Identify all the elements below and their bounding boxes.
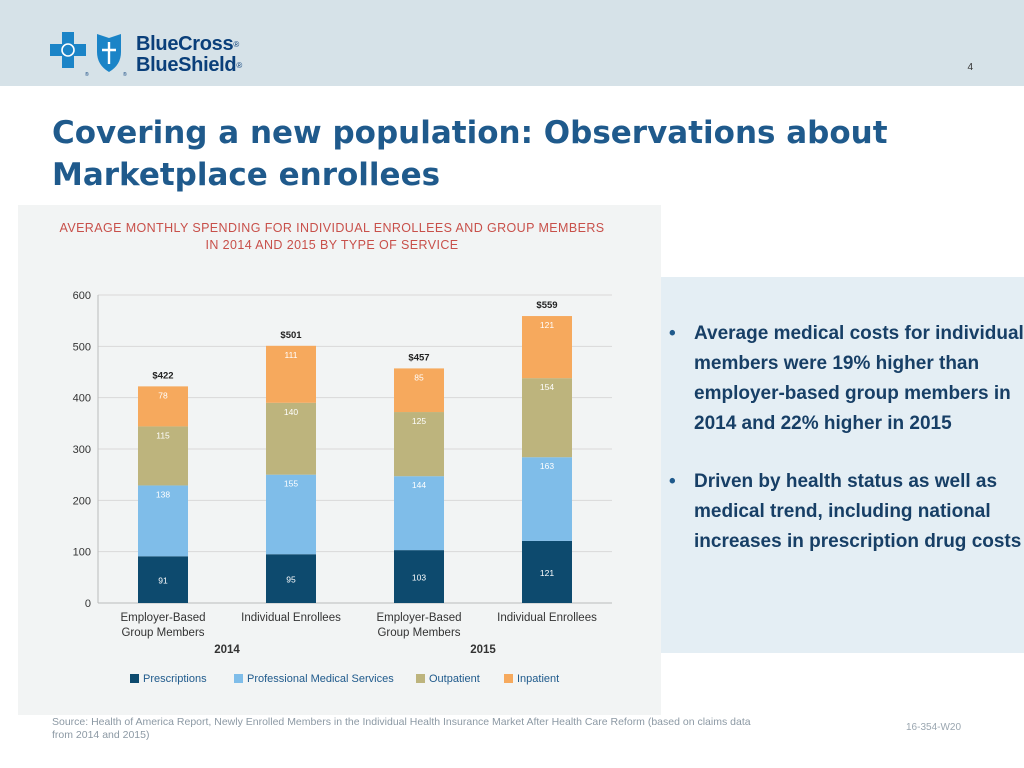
bullet-item: • Driven by health status as well as medi…: [661, 467, 1024, 557]
x-category-label: Group Members: [377, 627, 460, 639]
registered-mark-1: ®: [233, 40, 239, 49]
bar-total-label: $501: [280, 330, 302, 341]
chart-title-line-1: AVERAGE MONTHLY SPENDING FOR INDIVIDUAL …: [60, 221, 605, 235]
bar-value-label: 103: [412, 573, 426, 583]
svg-text:®: ®: [123, 71, 127, 78]
bar-value-label: 121: [540, 568, 554, 578]
x-category-label: Employer-Based: [120, 612, 205, 624]
y-tick-label: 600: [73, 290, 91, 302]
bar-value-label: 125: [412, 416, 426, 426]
bar-value-label: 144: [412, 480, 426, 490]
bars: 91 138 115 78 $422 95 155 140 111 $501 103 144 125 85…: [138, 300, 572, 603]
bar-value-label: 111: [285, 350, 298, 360]
bar-value-label: 78: [158, 390, 168, 400]
bar-value-label: 154: [540, 382, 554, 392]
legend-swatch-outpatient: [416, 674, 425, 683]
bar-segment-outpatient: [522, 378, 572, 458]
y-tick-label: 100: [73, 547, 91, 559]
legend-swatch-prescriptions: [130, 674, 139, 683]
bar-segment-professional: [138, 485, 188, 557]
brand-line-2: BlueShield: [136, 54, 237, 76]
bar-total-label: $457: [408, 352, 429, 363]
bcbs-logo[interactable]: ® ® BlueCross® BlueShield®: [50, 30, 270, 78]
chart-title-line-2: IN 2014 AND 2015 BY TYPE OF SERVICE: [205, 238, 458, 252]
bar-value-label: 115: [156, 430, 170, 440]
bar-segment-outpatient: [266, 402, 316, 475]
legend: Prescriptions Professional Medical Servic…: [130, 673, 559, 685]
bullet-dot-icon: •: [669, 471, 676, 492]
bar-segment-inpatient: [394, 368, 444, 413]
y-tick-label: 400: [73, 393, 91, 405]
slide-title: Covering a new population: Observations …: [52, 115, 888, 193]
document-code: 16-354-W20: [906, 722, 962, 733]
bar-segment-outpatient: [138, 426, 188, 486]
bar-value-label: 163: [540, 461, 554, 471]
bar-segment-professional: [522, 457, 572, 541]
stacked-bar-chart: AVERAGE MONTHLY SPENDING FOR INDIVIDUAL …: [60, 221, 612, 685]
brand-name: BlueCross® BlueShield®: [136, 34, 242, 76]
page-number: 4: [967, 62, 973, 73]
bar-segment-inpatient: [138, 386, 188, 427]
cross-shield-icon: ® ®: [50, 32, 127, 78]
source-note: Source: Health of America Report, Newly …: [52, 716, 751, 741]
bullet-item: • Average medical costs for individual me…: [661, 319, 1024, 439]
bar-segment-inpatient: [522, 316, 572, 379]
registered-mark-2: ®: [236, 61, 242, 70]
chart-panel: AVERAGE MONTHLY SPENDING FOR INDIVIDUAL …: [18, 205, 661, 715]
x-group-label: 2014: [214, 644, 240, 656]
bullet-list: • Average medical costs for individual me…: [661, 319, 1024, 585]
x-category-label: Group Members: [121, 627, 204, 639]
x-category-label: Individual Enrollees: [241, 612, 341, 624]
bar-value-label: 155: [284, 479, 298, 489]
svg-text:®: ®: [85, 71, 89, 78]
bullet-dot-icon: •: [669, 323, 676, 344]
legend-label: Inpatient: [517, 673, 559, 685]
legend-label: Professional Medical Services: [247, 673, 394, 685]
bar-value-label: 140: [284, 407, 298, 417]
bar-total-label: $422: [152, 370, 173, 381]
y-tick-label: 300: [73, 444, 91, 456]
y-tick-label: 500: [73, 341, 91, 353]
bar-segment-professional: [394, 476, 444, 551]
legend-label: Outpatient: [429, 673, 480, 685]
bar-segment-professional: [266, 474, 316, 555]
bar-segment-prescriptions: [138, 556, 188, 603]
legend-swatch-professional: [234, 674, 243, 683]
header-bar: ® ® BlueCross® BlueShield® 4: [0, 0, 1024, 86]
y-tick-label: 200: [73, 495, 91, 507]
bar-segment-inpatient: [266, 345, 316, 403]
x-axis: Employer-Based Group Members Individual En…: [120, 612, 597, 656]
bar-value-label: 121: [540, 320, 554, 330]
bar-segment-prescriptions: [522, 540, 572, 603]
x-category-label: Employer-Based: [376, 612, 461, 624]
y-tick-label: 0: [85, 598, 91, 610]
bar-total-label: $559: [536, 300, 557, 311]
bar-value-label: 95: [286, 575, 296, 585]
bar-value-label: 138: [156, 489, 170, 499]
legend-label: Prescriptions: [143, 673, 207, 685]
summary-panel: • Average medical costs for individual me…: [661, 277, 1024, 653]
bar-value-label: 91: [158, 576, 168, 586]
bullet-text-2: Driven by health status as well as medic…: [694, 471, 1022, 552]
brand-line-1: BlueCross: [136, 33, 234, 55]
bar-value-label: 85: [414, 372, 424, 382]
bar-segment-outpatient: [394, 412, 444, 477]
y-axis: 0 100 200 300 400 500 600: [73, 290, 99, 610]
legend-swatch-inpatient: [504, 674, 513, 683]
bar-segment-prescriptions: [394, 550, 444, 603]
x-category-label: Individual Enrollees: [497, 612, 597, 624]
x-group-label: 2015: [470, 644, 496, 656]
bar-segment-prescriptions: [266, 554, 316, 603]
bullet-text-1: Average medical costs for individual mem…: [694, 323, 1024, 434]
